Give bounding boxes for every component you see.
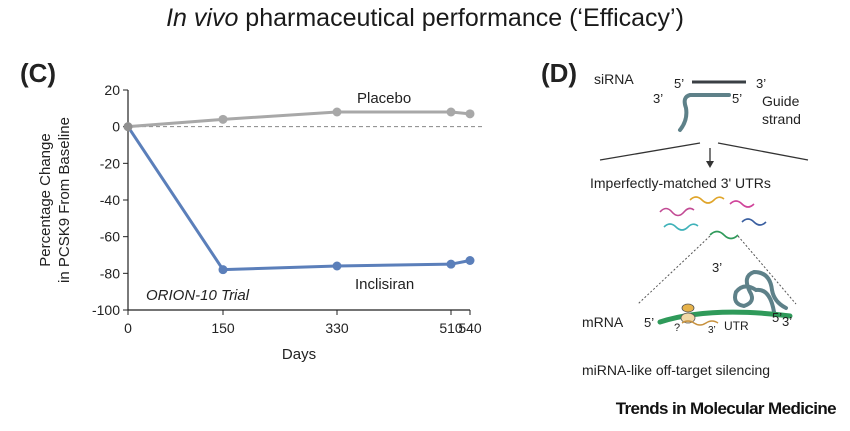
- utr-strand-blue: [741, 218, 767, 226]
- ago-protein: [680, 312, 696, 324]
- panel-c-letter: (C): [20, 58, 57, 88]
- mrna-3prime: 3’: [782, 314, 792, 329]
- x-axis-label: Days: [282, 346, 316, 363]
- inclisiran-data-point: [465, 256, 475, 265]
- sirna-label: siRNA: [594, 71, 634, 87]
- x-tick-label: 330: [325, 320, 349, 336]
- origin-data-point: [123, 122, 133, 132]
- utr-text: Imperfectly-matched 3' UTRs: [590, 175, 771, 191]
- panel-d-letter: (D): [541, 58, 578, 88]
- x-tick-label: 0: [124, 320, 132, 336]
- figure-title: In vivo pharmaceutical performance (‘Eff…: [0, 4, 850, 33]
- down-arrow-head: [706, 161, 714, 168]
- guide-label-line1: Guide: [762, 93, 800, 109]
- journal-credit: Trends in Molecular Medicine: [615, 399, 837, 418]
- diagram-caption: miRNA-like off-target silencing: [582, 362, 770, 378]
- mrna-5prime-end: 5’: [772, 310, 782, 325]
- mrna-label: mRNA: [582, 314, 624, 330]
- passenger-3prime: 3’: [756, 76, 766, 91]
- utr-3prime-small: 3’: [708, 325, 716, 336]
- sirna-off-target-diagram: siRNA 5’ 3’ 3’ 5’ Guide strand Imperfect…: [582, 71, 809, 378]
- inclisiran-data-point: [446, 259, 456, 269]
- guide-5prime: 5’: [732, 91, 742, 106]
- y-axis-label-line1: Percentage Change: [37, 133, 54, 266]
- ago-protein-top: [681, 303, 695, 313]
- utr-strand-pink: [659, 207, 695, 217]
- loop-3prime: 3’: [712, 260, 722, 275]
- placebo-series-label: Placebo: [357, 90, 411, 107]
- trial-annotation: ORION-10 Trial: [146, 287, 250, 304]
- figure-title-rest: pharmaceutical performance (‘Efficacy’): [238, 4, 684, 32]
- y-tick-label: -60: [100, 229, 120, 245]
- mrna-5prime: 5’: [644, 315, 654, 330]
- placebo-data-point: [465, 109, 475, 119]
- zoom-line-right: [737, 235, 797, 305]
- funnel-left-line: [599, 142, 701, 161]
- placebo-data-point: [218, 114, 228, 124]
- inclisiran-data-point: [332, 261, 342, 271]
- y-tick-label: -20: [100, 155, 120, 171]
- mrna-strand: [657, 309, 793, 325]
- zoom-line-left: [637, 235, 711, 305]
- inclisiran-series-label: Inclisiran: [355, 276, 414, 293]
- inclisiran-series-line: [126, 125, 471, 272]
- utr-strand-cyan: [663, 223, 699, 231]
- utr-strand-orange: [689, 196, 725, 204]
- mrna-3utr-loop: [733, 269, 788, 314]
- y-tick-label: -100: [92, 302, 120, 318]
- utr-strand-green: [709, 230, 739, 240]
- utr-strand-magenta: [729, 200, 755, 208]
- guide-3prime: 3’: [653, 91, 663, 106]
- utr-small-label: UTR: [724, 319, 749, 333]
- y-tick-label: -80: [100, 265, 120, 281]
- guide-strand: [678, 93, 731, 132]
- x-tick-label: 510: [439, 320, 463, 336]
- placebo-data-point: [332, 107, 342, 117]
- guide-seed-pairing: [681, 320, 719, 326]
- placebo-series-line: [127, 110, 471, 129]
- x-tick-label: 150: [211, 320, 235, 336]
- inclisiran-data-point: [218, 265, 228, 275]
- y-tick-label: 0: [112, 119, 120, 135]
- y-tick-label: -40: [100, 192, 120, 208]
- figure-title-italic: In vivo: [166, 4, 239, 32]
- y-tick-label: 20: [104, 82, 120, 98]
- funnel-right-line: [717, 142, 809, 161]
- passenger-5prime: 5’: [674, 76, 684, 91]
- placebo-data-point: [446, 107, 456, 117]
- binding-question-mark: ?: [674, 322, 680, 334]
- y-axis-label-line2: in PCSK9 From Baseline: [56, 117, 73, 283]
- guide-label-line2: strand: [762, 111, 801, 127]
- x-tick-label: 540: [458, 320, 482, 336]
